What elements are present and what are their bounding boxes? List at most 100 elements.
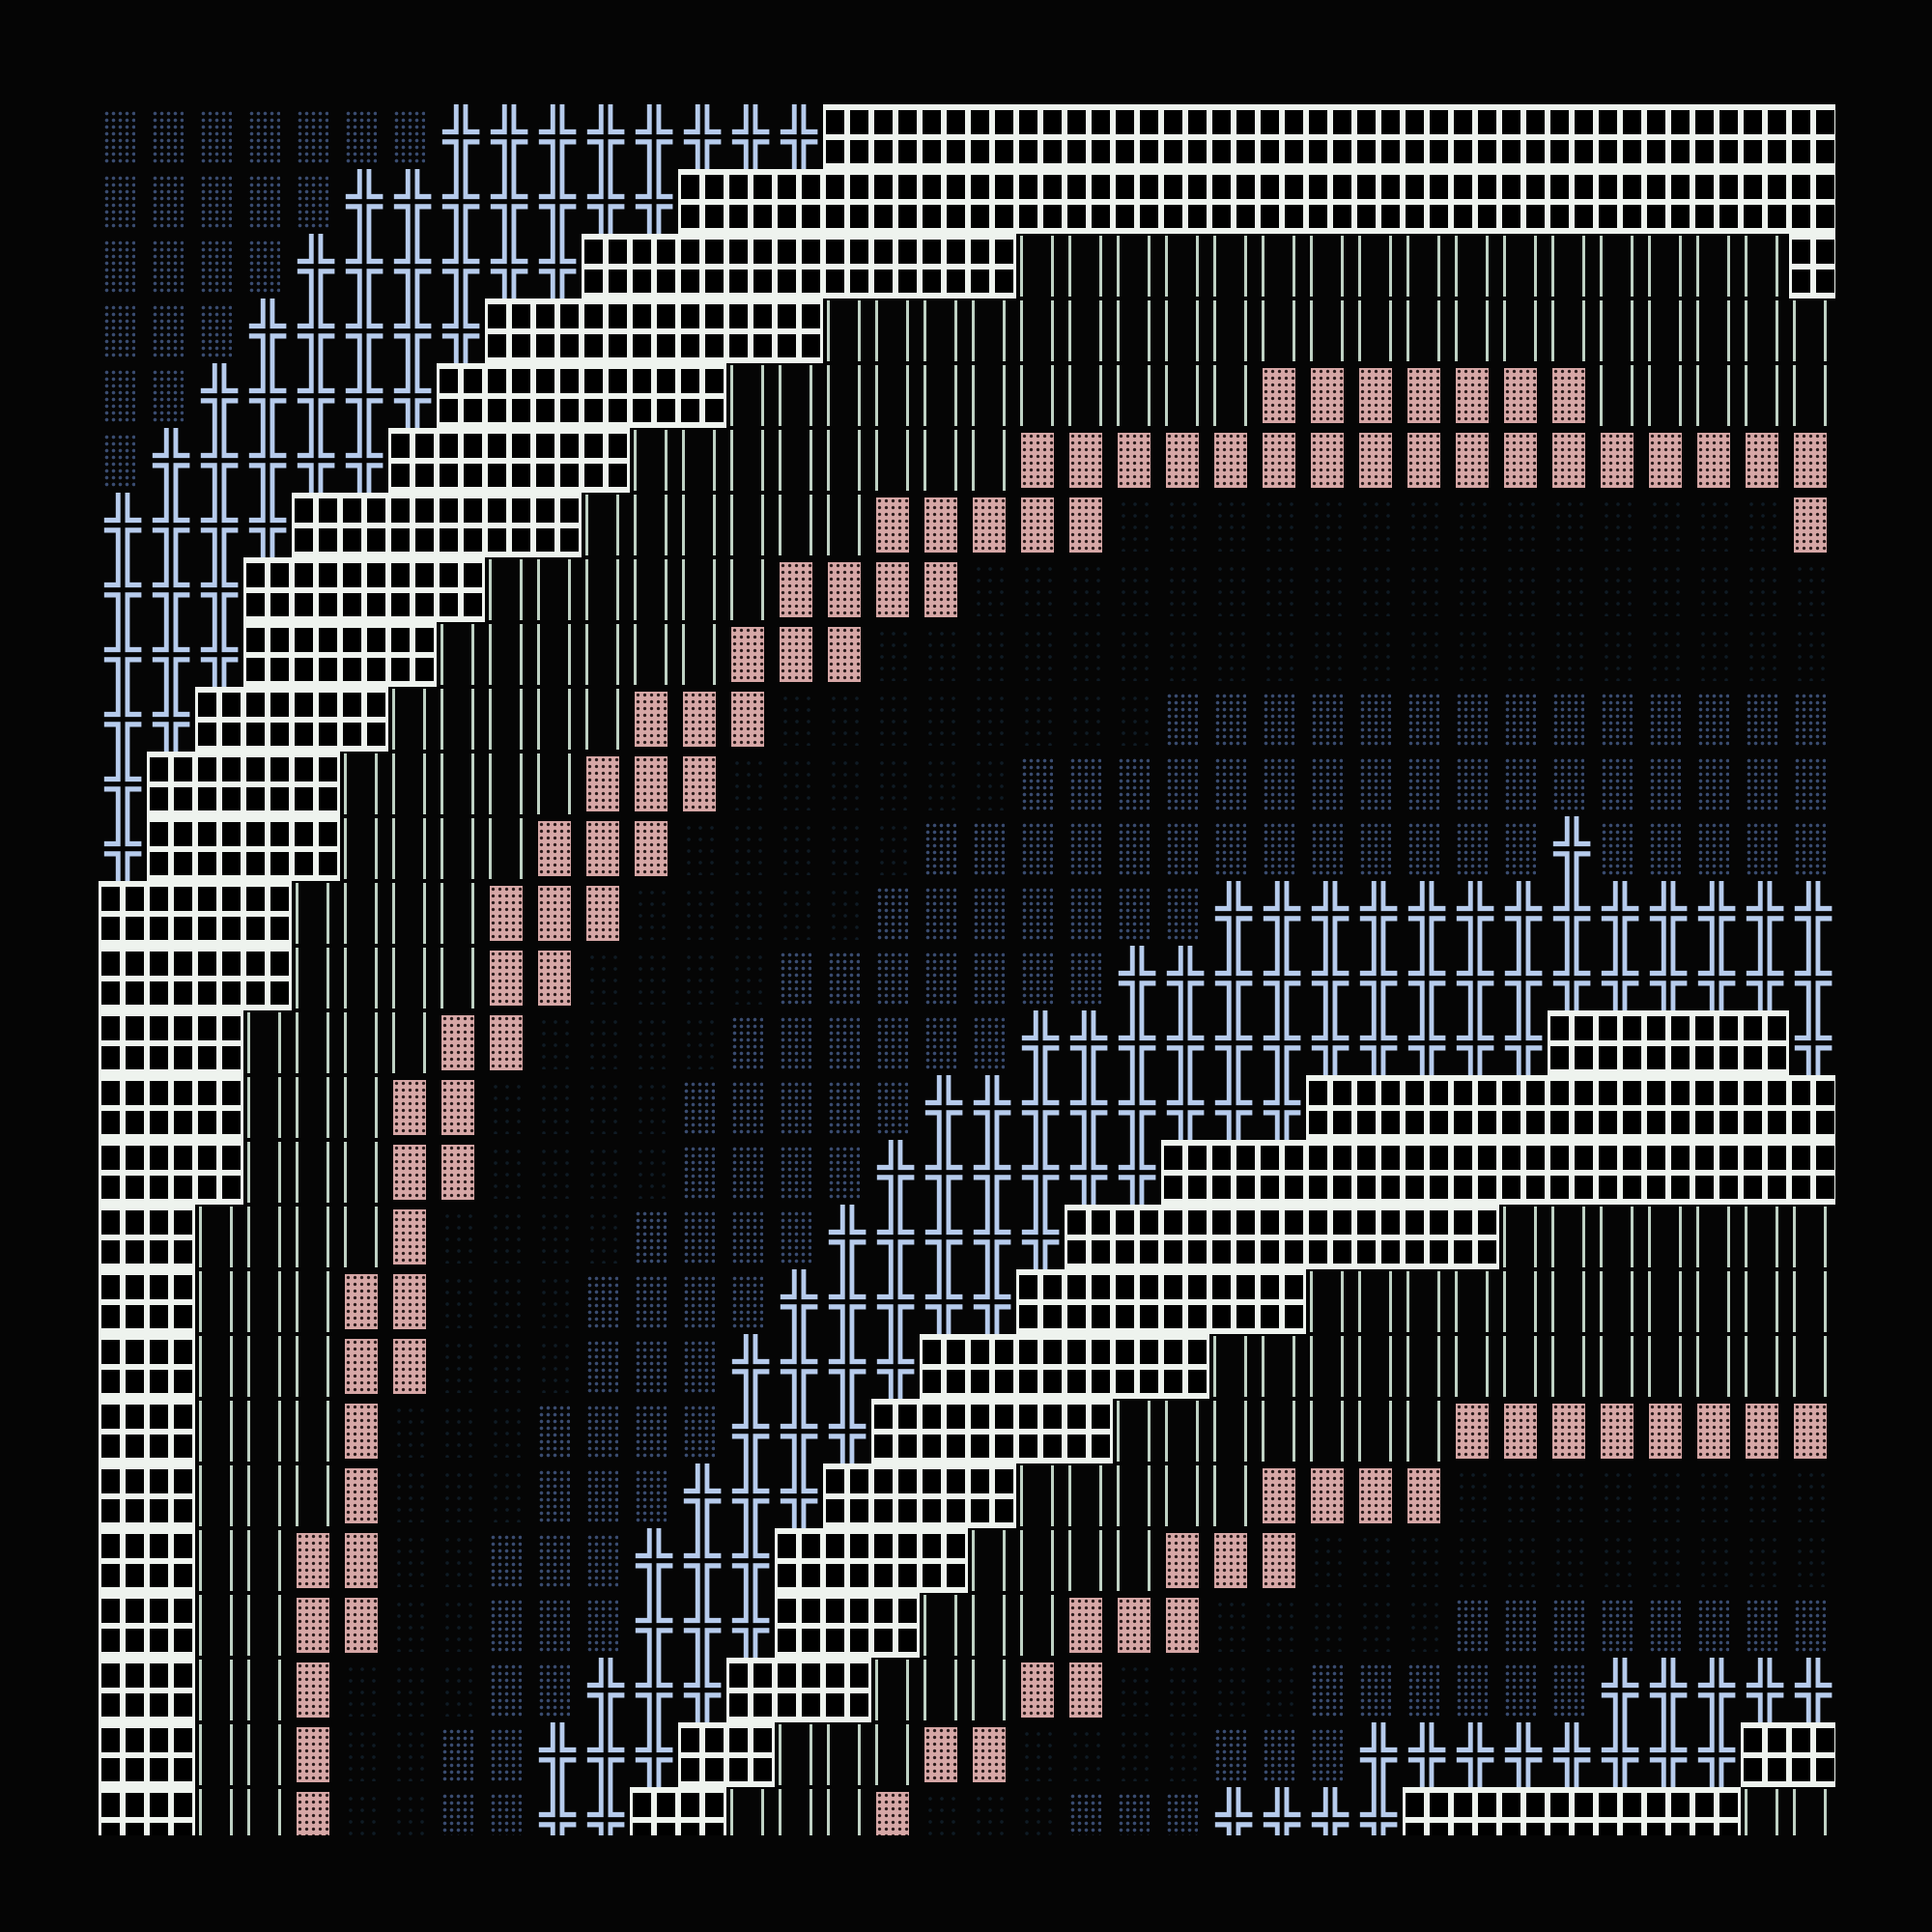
glyph-white-window-block (99, 1658, 147, 1722)
glyph-white-window-block (678, 1722, 726, 1787)
glyph-white-window-block (1113, 104, 1161, 169)
glyph-medium-shade-dots (582, 1528, 630, 1593)
glyph-double-vertical (485, 557, 533, 622)
glyph-double-vertical (1016, 1593, 1065, 1658)
glyph-dark-shade-dots (1403, 1528, 1451, 1593)
glyph-double-vertical (871, 298, 920, 363)
glyph-pink-dense-shade (1499, 428, 1548, 493)
art-row: ╬ ╬ ╬ (99, 1399, 1835, 1463)
glyph-white-window-block (871, 104, 920, 169)
glyph-medium-shade-dots (147, 363, 195, 428)
glyph-dark-shade-dots (1016, 622, 1065, 687)
glyph-white-window-block (968, 169, 1016, 234)
glyph-medium-shade-dots (99, 104, 147, 169)
glyph-white-window-block (147, 1010, 195, 1075)
glyph-double-cross: ╬ (1795, 1658, 1832, 1722)
glyph-double-vertical (1354, 1269, 1403, 1334)
glyph-double-vertical (1354, 1334, 1403, 1399)
glyph-dark-shade-dots (533, 1010, 582, 1075)
glyph-double-vertical (243, 1334, 292, 1399)
glyph-dark-shade-dots (1258, 1658, 1306, 1722)
glyph-white-window-block (1209, 169, 1258, 234)
glyph-pink-dense-shade (1741, 428, 1789, 493)
glyph-white-window-block (1789, 1075, 1835, 1140)
glyph-medium-shade-dots (1741, 1593, 1789, 1658)
glyph-pink-dense-shade (1741, 1399, 1789, 1463)
glyph-double-cross: ╬ (1215, 1010, 1252, 1075)
glyph-white-window-block (533, 428, 582, 493)
glyph-double-cross: ╬ (1408, 881, 1445, 946)
glyph-white-window-block (1548, 1787, 1596, 1835)
glyph-medium-shade-dots (582, 1463, 630, 1528)
glyph-medium-shade-dots (1499, 816, 1548, 881)
glyph-white-window-block (871, 234, 920, 298)
art-row: ╬ ╬ ╬ (99, 557, 1835, 622)
glyph-double-cross: ╬ (925, 1205, 962, 1269)
glyph-double-vertical (292, 1334, 340, 1399)
glyph-white-window-block (871, 1399, 920, 1463)
glyph-dark-shade-dots (1161, 1658, 1209, 1722)
glyph-double-vertical (1741, 363, 1789, 428)
glyph-pink-dense-shade (1306, 1463, 1354, 1528)
glyph-white-window-block (582, 363, 630, 428)
glyph-double-cross: ╬ (1505, 881, 1542, 946)
art-row: ╬ ╬ ╬ ╬ ╬ ╬ (99, 1787, 1835, 1835)
glyph-double-vertical (388, 752, 437, 816)
glyph-dark-shade-dots (1451, 493, 1499, 557)
glyph-white-window-block (195, 1075, 243, 1140)
glyph-white-window-block (630, 298, 678, 363)
art-row: ╬ ╬ ╬ ╬ ╬ (99, 298, 1835, 363)
glyph-dark-shade-dots (920, 622, 968, 687)
glyph-medium-shade-dots (1692, 1593, 1741, 1658)
glyph-white-window-block (823, 234, 871, 298)
glyph-white-window-block (1258, 1205, 1306, 1269)
glyph-dark-shade-dots (775, 816, 823, 881)
glyph-double-vertical (388, 687, 437, 752)
glyph-medium-shade-dots (678, 1334, 726, 1399)
glyph-double-vertical (1789, 1269, 1835, 1334)
glyph-medium-shade-dots (292, 104, 340, 169)
glyph-double-vertical (1692, 234, 1741, 298)
glyph-medium-shade-dots (775, 1205, 823, 1269)
glyph-double-vertical (1065, 363, 1113, 428)
glyph-pink-dense-shade (1209, 428, 1258, 493)
glyph-dark-shade-dots (1113, 1722, 1161, 1787)
glyph-dark-shade-dots (485, 1399, 533, 1463)
glyph-medium-shade-dots (437, 1787, 485, 1835)
glyph-double-cross: ╬ (1119, 946, 1155, 1010)
glyph-pink-dense-shade (1258, 428, 1306, 493)
glyph-dark-shade-dots (1065, 557, 1113, 622)
glyph-double-vertical (726, 363, 775, 428)
glyph-pink-dense-shade (1113, 1593, 1161, 1658)
glyph-white-window-block (775, 1528, 823, 1593)
glyph-pink-dense-shade (1016, 493, 1065, 557)
glyph-double-vertical (1548, 1205, 1596, 1269)
glyph-pink-dense-shade (388, 1269, 437, 1334)
glyph-medium-shade-dots (630, 1205, 678, 1269)
glyph-dark-shade-dots (1258, 1593, 1306, 1658)
glyph-medium-shade-dots (630, 1463, 678, 1528)
glyph-medium-shade-dots (1306, 752, 1354, 816)
glyph-double-vertical (1113, 363, 1161, 428)
glyph-white-window-block (920, 169, 968, 234)
glyph-medium-shade-dots (1644, 687, 1692, 752)
glyph-dark-shade-dots (1161, 493, 1209, 557)
glyph-medium-shade-dots (871, 946, 920, 1010)
glyph-white-window-block (968, 1399, 1016, 1463)
glyph-white-window-block (968, 104, 1016, 169)
glyph-double-cross: ╬ (877, 1334, 914, 1399)
glyph-medium-shade-dots (678, 1269, 726, 1334)
glyph-medium-shade-dots (775, 1010, 823, 1075)
glyph-double-vertical (920, 428, 968, 493)
glyph-white-window-block (437, 428, 485, 493)
art-row: ╬ ╬ ╬ ╬ ╬ (99, 428, 1835, 493)
glyph-dark-shade-dots (1306, 622, 1354, 687)
glyph-white-window-block (388, 493, 437, 557)
glyph-white-window-block (243, 816, 292, 881)
glyph-double-cross: ╬ (877, 1269, 914, 1334)
glyph-medium-shade-dots (1548, 1658, 1596, 1722)
glyph-pink-dense-shade (485, 946, 533, 1010)
glyph-medium-shade-dots (1065, 816, 1113, 881)
glyph-double-vertical (195, 1205, 243, 1269)
glyph-white-window-block (678, 169, 726, 234)
